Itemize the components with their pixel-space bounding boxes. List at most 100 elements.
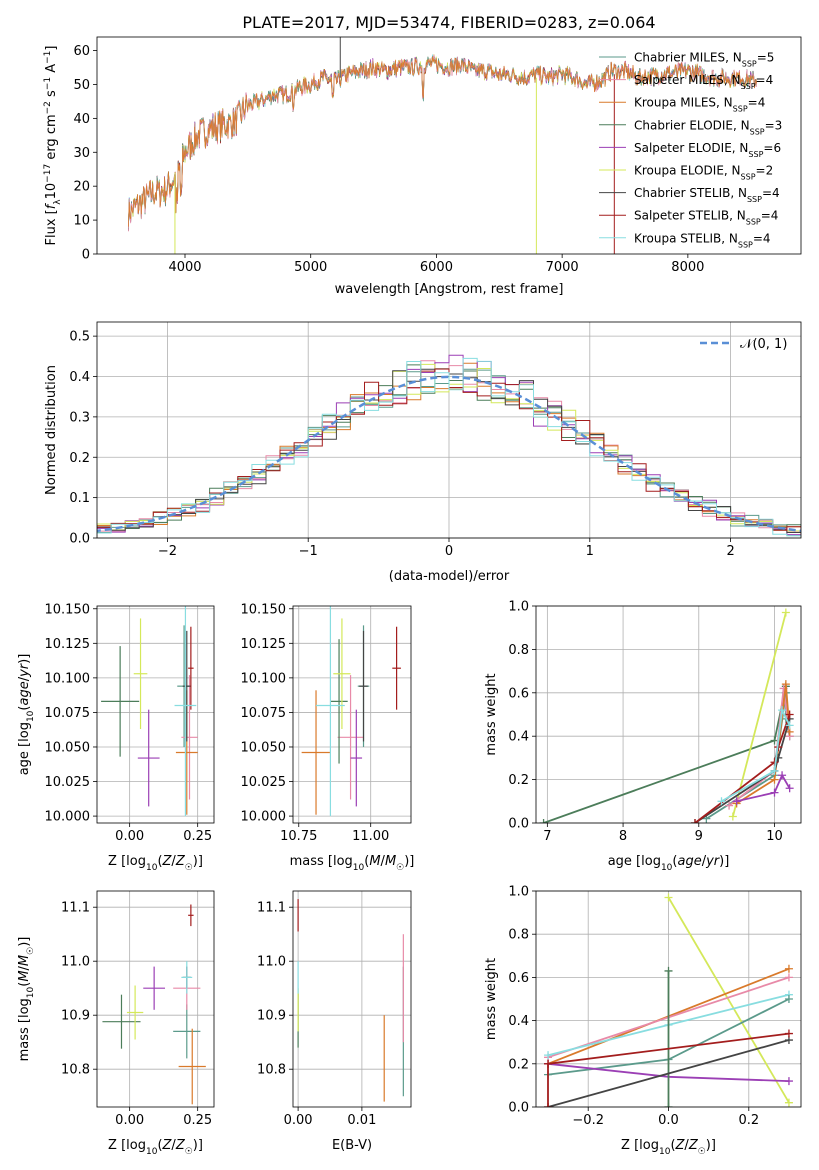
mass_age-ytick-label: 10.100 bbox=[241, 671, 287, 686]
age_mw-marker-krou_stelib bbox=[717, 797, 726, 806]
ebv_mass-xlabel-part: E(B-V) bbox=[332, 1138, 372, 1153]
age_mw-ytick-label: 0.0 bbox=[508, 817, 529, 832]
spectrum-ylabel-part: s bbox=[44, 90, 59, 101]
mass_age-ytick-label: 10.050 bbox=[241, 740, 287, 755]
legend-label-text: Chabrier ELODIE, N bbox=[634, 118, 750, 132]
ebv_mass-ytick-label: 10.9 bbox=[257, 1009, 286, 1024]
z_age-ytick-label: 10.000 bbox=[45, 810, 91, 825]
legend-label-eq: =2 bbox=[756, 164, 774, 178]
z_mw-ytick-label: 0.6 bbox=[508, 971, 529, 986]
age_mw-marker-krou_elodie bbox=[728, 812, 737, 821]
z_mw-marker-salp_elodie bbox=[784, 1077, 793, 1086]
z_mass-ylabel-part: mass [log bbox=[17, 998, 32, 1061]
z_mw-marker-salp_stelib bbox=[544, 1059, 553, 1068]
age_mw-line-krou_elodie bbox=[732, 612, 787, 817]
z_age-xlabel-part: Z bbox=[175, 854, 186, 869]
z_mw-xtick-label: 0.2 bbox=[738, 1113, 759, 1128]
spectrum-frame bbox=[96, 36, 802, 255]
resid-ytick-label: 0.0 bbox=[69, 532, 90, 547]
z_mw-ytick-label: 0.2 bbox=[508, 1057, 529, 1072]
z_mass-xlabel-part: / bbox=[171, 1138, 176, 1153]
resid-ytick-label: 0.3 bbox=[69, 410, 90, 425]
resid-xtick-label: −2 bbox=[158, 544, 177, 559]
age_mw-frame bbox=[535, 605, 802, 824]
z_mass-ylabel-part: / bbox=[17, 965, 32, 970]
z_age-xlabel-part: )] bbox=[193, 854, 203, 869]
age_mw-ytick-label: 1.0 bbox=[508, 600, 529, 615]
legend-label-eq: =3 bbox=[765, 118, 783, 132]
z_mass-xlabel-part: Z bbox=[175, 1138, 186, 1153]
z_mw-xlabel-part: Z [log bbox=[621, 1138, 659, 1153]
age_mw-xtick-label: 10 bbox=[766, 829, 783, 844]
legend-label-text: Kroupa STELIB, N bbox=[634, 231, 738, 245]
ebv_mass-xlabel: E(B-V) bbox=[332, 1138, 372, 1153]
z_age-ylabel-part: )] bbox=[17, 654, 32, 664]
legend-label-chab_miles: Chabrier MILES, NSSP=5 bbox=[634, 51, 774, 69]
legend-label-text: Kroupa ELODIE, N bbox=[634, 164, 741, 178]
legend-label-text: Salpeter MILES, N bbox=[634, 73, 741, 87]
z-massweight-panel: −0.2 0.0 0.20.00.20.40.60.81.0Z [log10(Z/Z… bbox=[484, 885, 802, 1157]
legend-label-eq: =4 bbox=[761, 209, 779, 223]
mass_age-ytick-label: 10.125 bbox=[241, 637, 287, 652]
spectrum-ylabel-part: Flux [ bbox=[44, 209, 59, 245]
z_age-ytick-label: 10.150 bbox=[45, 602, 91, 617]
age_mw-xlabel-part: age bbox=[677, 854, 701, 869]
spectrum-ytick-label: 60 bbox=[73, 44, 90, 59]
z_mw-marker-chab_elodie bbox=[664, 1103, 673, 1107]
z_mass-ylabel: mass [log10(M/M☉)] bbox=[17, 937, 36, 1062]
z_mass-xlabel-part: ( bbox=[157, 1138, 162, 1153]
legend-label-salp_elodie: Salpeter ELODIE, NSSP=6 bbox=[634, 141, 781, 159]
z_age-ytick-label: 10.025 bbox=[45, 775, 91, 790]
z_age-ytick-label: 10.100 bbox=[45, 671, 91, 686]
mass_age-xlabel-part: )] bbox=[404, 854, 414, 869]
z_age-xtick-label: 0.25 bbox=[183, 829, 212, 844]
z_mass-ylabel-part: M bbox=[17, 955, 32, 966]
legend-label-text: Chabrier MILES, N bbox=[634, 51, 742, 65]
age_mw-xtick-label: 7 bbox=[543, 829, 551, 844]
legend-label-text: Kroupa MILES, N bbox=[634, 96, 733, 110]
z_mass-ylabel-part: ☉ bbox=[26, 947, 36, 955]
mass_age-xlabel: mass [log10(M/M☉)] bbox=[290, 854, 415, 873]
age_mw-marker-krou_stelib bbox=[770, 766, 779, 775]
legend-label-chab_elodie: Chabrier ELODIE, NSSP=3 bbox=[634, 118, 782, 136]
spectrum-ylabel-part: 10 bbox=[44, 183, 59, 200]
spectrum-ytick-label: 50 bbox=[73, 78, 90, 93]
z_mass-xtick-label: 0.00 bbox=[115, 1113, 144, 1128]
resid-xtick-label: 0 bbox=[445, 544, 453, 559]
z_age-frame bbox=[96, 605, 215, 824]
mass_age-xlabel-part: 10 bbox=[353, 863, 365, 873]
spectrum-ylabel-part: −2 bbox=[43, 101, 53, 114]
z_mass-ylabel-part: ( bbox=[17, 982, 32, 987]
age_mw-ytick-label: 0.6 bbox=[508, 686, 529, 701]
resid-xtick-label: 2 bbox=[726, 544, 734, 559]
z_age-xlabel-part: ☉ bbox=[185, 863, 193, 873]
z_mass-xlabel-part: )] bbox=[193, 1138, 203, 1153]
age_mw-ylabel: mass weight bbox=[484, 673, 499, 755]
legend-label-sub: SSP bbox=[741, 172, 756, 181]
z_age-ylabel-part: ( bbox=[17, 706, 32, 711]
age_mw-marker-salp_elodie bbox=[732, 797, 741, 806]
mass_age-ytick-label: 10.025 bbox=[241, 775, 287, 790]
legend-label-eq: =5 bbox=[757, 51, 775, 65]
legend-label-krou_stelib: Kroupa STELIB, NSSP=4 bbox=[634, 231, 771, 249]
normal-curve bbox=[97, 375, 801, 533]
resid-ytick-label: 0.4 bbox=[69, 370, 90, 385]
z_mw-xlabel-part: 10 bbox=[659, 1147, 671, 1157]
age_mw-marker-salp_miles bbox=[725, 801, 734, 810]
spectrum-ytick-label: 20 bbox=[73, 180, 90, 195]
spectrum-ylabel: Flux [fλ10−17 erg cm−2 s−1 A−1] bbox=[43, 46, 63, 246]
z_mw-xlabel-part: Z bbox=[675, 1138, 686, 1153]
age_mw-marker-krou_stelib bbox=[778, 706, 787, 715]
z_mw-line-chab_stelib bbox=[547, 1039, 790, 1107]
z_mw-ytick-label: 0.8 bbox=[508, 928, 529, 943]
age_mw-xlabel-part: yr bbox=[705, 854, 721, 869]
mass_age-xlabel-part: / bbox=[381, 854, 386, 869]
mass_age-xtick-label: 10.75 bbox=[280, 829, 317, 844]
z_mw-ytick-label: 0.0 bbox=[508, 1101, 529, 1116]
z_mw-marker-krou_elodie bbox=[784, 1098, 793, 1107]
resid-ytick-label: 0.5 bbox=[69, 330, 90, 345]
age_mw-marker-salp_stelib bbox=[691, 819, 699, 823]
age_mw-xtick-label: 8 bbox=[619, 829, 627, 844]
